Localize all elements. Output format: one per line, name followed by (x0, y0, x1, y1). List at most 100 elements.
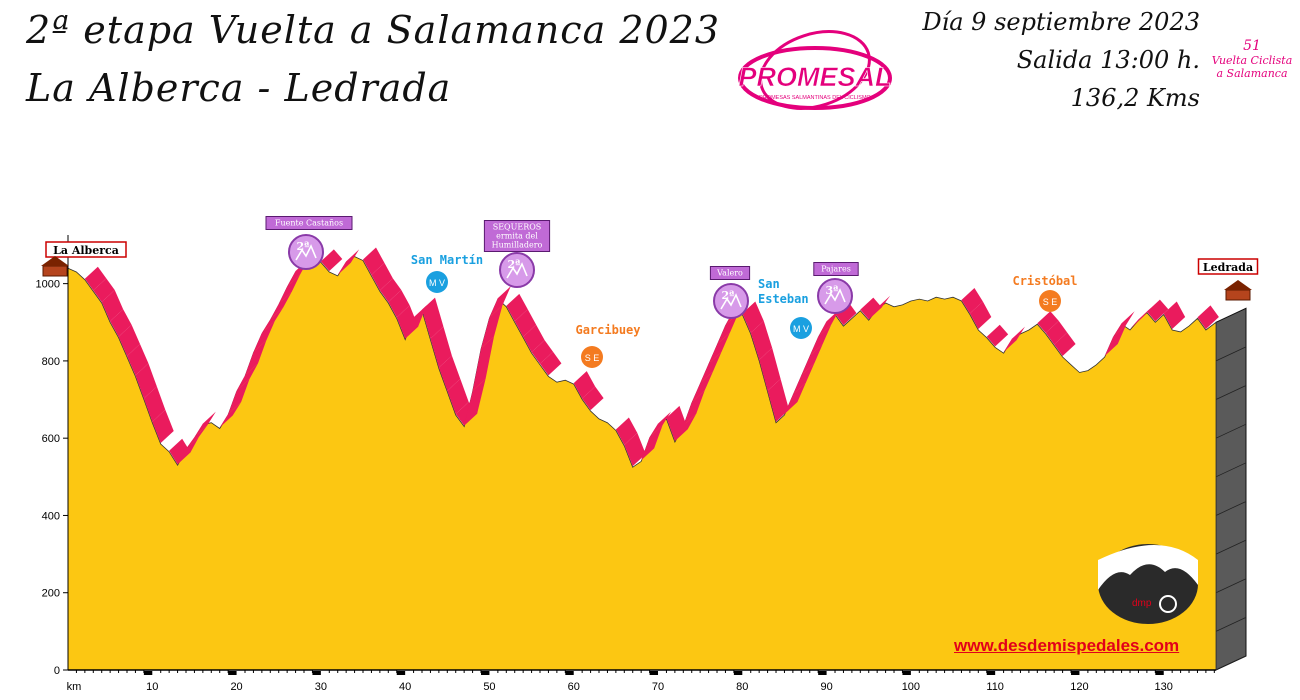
gradient-stripe (363, 247, 385, 275)
gradient-stripe (405, 305, 427, 339)
x-tick-label: 90 (820, 681, 832, 693)
y-tick-label: 0 (54, 665, 60, 677)
gradient-stripe (860, 297, 882, 320)
dmp-text: dmp (1132, 598, 1152, 609)
x-band (1071, 671, 1080, 675)
gradient-stripe (194, 411, 216, 438)
gradient-stripe (219, 402, 242, 428)
x-band (565, 671, 574, 675)
x-band (143, 671, 153, 675)
gradient-stripe (135, 363, 157, 399)
town-box (1197, 258, 1259, 275)
town-house-icon (42, 265, 68, 277)
climb-name: ermita del (496, 232, 538, 241)
mountain-icon (720, 293, 742, 310)
side-hatch (1215, 462, 1247, 478)
gradient-stripe (540, 351, 562, 376)
y-tick-label: 800 (42, 356, 60, 368)
side-hatch (1215, 617, 1247, 632)
gradient-stripe (228, 378, 250, 414)
side-hatch (1215, 655, 1247, 671)
vuelta-logo: 51 Vuelta Ciclista a Salamanca (1212, 38, 1292, 80)
x-tick-label: 10 (146, 681, 158, 693)
gradient-stripe (430, 326, 452, 368)
climb-name-box (813, 262, 859, 276)
x-band (481, 671, 490, 675)
gradient-stripe (422, 297, 444, 339)
gradient-stripe (641, 425, 663, 461)
gradient-stripe (270, 291, 292, 320)
x-band (228, 671, 237, 675)
x-tick-label: 30 (315, 681, 327, 693)
gradient-stripe (969, 301, 992, 329)
gradient-stripe (371, 262, 393, 291)
gradient-stripe (1037, 311, 1059, 333)
town-roof-icon (1224, 280, 1252, 290)
gradient-stripe (506, 293, 528, 322)
gradient-stripe (379, 278, 402, 302)
climb-name: SEQUEROS (493, 223, 542, 232)
climb-category-label: 3ª (825, 284, 839, 297)
mountain-icon (824, 288, 846, 305)
gradient-stripe (767, 378, 790, 422)
gradient-stripe (573, 371, 596, 399)
gradient-stripe (717, 313, 739, 345)
triskel-icon (1159, 595, 1177, 613)
climb-name: Pajares (821, 265, 851, 274)
dmp-logo: dmp (1098, 544, 1198, 624)
x-tick-label: 130 (1155, 681, 1173, 693)
x-tick-label: 100 (902, 681, 920, 693)
gradient-stripe (683, 390, 705, 426)
gradient-stripe (253, 320, 275, 353)
town-roof-icon (41, 256, 69, 266)
gradient-stripe (93, 278, 115, 302)
gradient-stripe (1163, 301, 1186, 329)
climb-name-box (265, 216, 353, 230)
gradient-stripe (177, 436, 200, 465)
promesal-logo: PROMESAL PROMESAS SALMANTINAS DEL CICLIS… (738, 30, 892, 110)
gradient-stripe (438, 355, 461, 391)
gradient-stripe (481, 305, 503, 349)
gradient-stripe (278, 274, 301, 304)
x-band (733, 671, 743, 675)
x-tick-label: 20 (230, 681, 242, 693)
gradient-stripe (624, 432, 646, 467)
gradient-stripe (1197, 305, 1219, 329)
side-hatch (1215, 346, 1247, 362)
side-hatch (1215, 501, 1247, 516)
gradient-stripe (523, 324, 545, 353)
x-band (649, 671, 659, 675)
gradient-stripe (750, 320, 773, 360)
gradient-stripe (118, 324, 141, 357)
gradient-stripe (489, 286, 511, 318)
gradient-stripe (261, 307, 284, 333)
gradient-stripe (514, 309, 537, 337)
sprint-label: S E (1043, 297, 1058, 307)
climb-category-icon (713, 283, 749, 319)
sprint-label: S E (585, 353, 600, 363)
gradient-stripe (742, 301, 764, 333)
gradient-stripe (801, 344, 823, 376)
x-band (396, 671, 406, 675)
x-band (902, 671, 911, 675)
gradient-stripe (186, 425, 208, 449)
sprint-icon (581, 346, 603, 368)
x-axis-label: km (67, 681, 82, 693)
stage-date: Día 9 septiembre 2023 (922, 8, 1200, 36)
gradient-stripe (784, 382, 806, 414)
gradient-stripe (143, 386, 166, 422)
gradient-stripe (961, 288, 983, 314)
gradient-stripe (868, 295, 891, 320)
gradient-stripe (472, 336, 495, 391)
gradient-stripe (615, 417, 638, 445)
town-house-icon (1225, 289, 1251, 301)
meta-volante-icon (790, 317, 812, 339)
gradient-stripe (835, 301, 857, 326)
climb-name: Humilladero (492, 241, 543, 250)
climb-category-label: 2ª (507, 258, 521, 271)
x-band (818, 671, 827, 675)
sprint-name: Cristóbal (1012, 274, 1077, 288)
website-link[interactable]: www.desdemispedales.com (954, 636, 1180, 655)
promesal-subtext: PROMESAS SALMANTINAS DEL CICLISMO (759, 95, 871, 101)
gradient-stripe (691, 371, 714, 403)
